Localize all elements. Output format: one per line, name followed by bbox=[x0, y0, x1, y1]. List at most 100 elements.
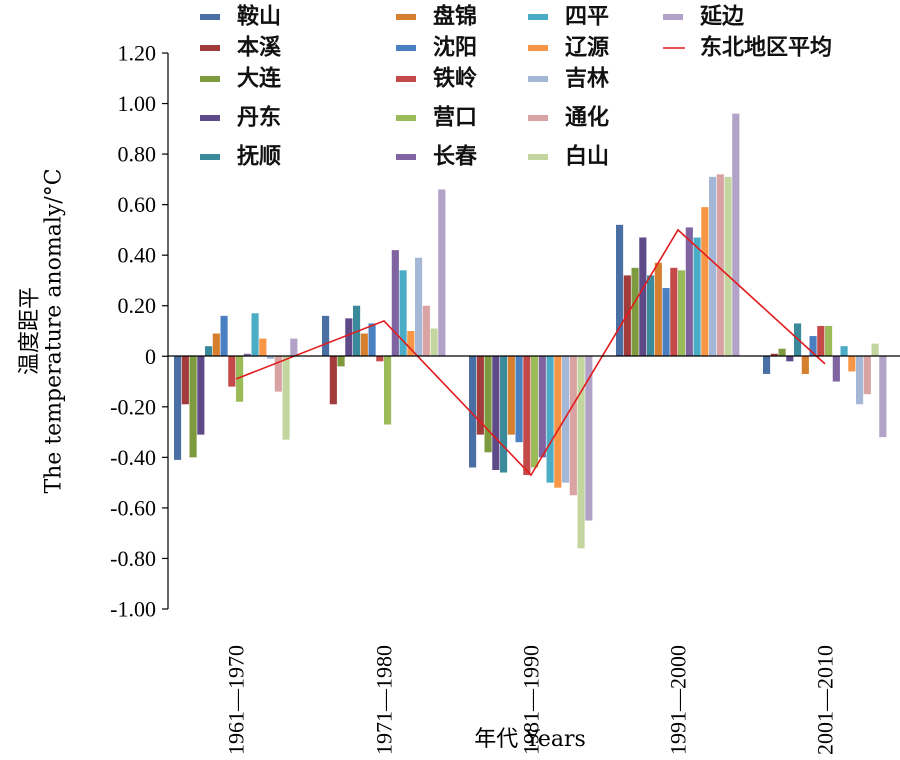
bar bbox=[863, 356, 871, 395]
bar bbox=[205, 346, 213, 357]
plot-area: 1.20 1.00 0.80 0.60 0.40 0.20 0 -0.20 -0.40 -0.60… bbox=[110, 41, 900, 755]
bar bbox=[724, 176, 732, 357]
bar bbox=[879, 356, 887, 438]
y-tick-label: -0.60 bbox=[110, 495, 156, 520]
legend-swatch bbox=[528, 76, 548, 82]
bar bbox=[546, 356, 554, 483]
legend-label: 白山 bbox=[565, 144, 609, 170]
legend-label: 铁岭 bbox=[433, 66, 477, 92]
bar bbox=[732, 113, 740, 357]
bar bbox=[562, 356, 570, 483]
legend-label: 抚顺 bbox=[237, 145, 281, 170]
bar bbox=[384, 356, 392, 425]
legend-label: 延边 bbox=[699, 5, 745, 30]
legend-item: 盘锦 bbox=[396, 4, 477, 30]
bar bbox=[500, 356, 508, 473]
bar bbox=[399, 270, 407, 357]
bar bbox=[282, 356, 290, 440]
bar bbox=[693, 237, 701, 357]
bar bbox=[585, 356, 593, 521]
legend-label: 沈阳 bbox=[433, 36, 477, 61]
legend-label: 大连 bbox=[237, 66, 282, 92]
y-tick-label: -0.80 bbox=[110, 546, 156, 571]
bar bbox=[647, 275, 655, 357]
y-tick-label: 1.00 bbox=[118, 91, 157, 116]
bar bbox=[871, 343, 879, 357]
bar bbox=[243, 353, 251, 357]
legend-item: 丹东 bbox=[200, 105, 281, 131]
bar bbox=[809, 336, 817, 357]
bar bbox=[569, 356, 577, 496]
bar bbox=[189, 356, 197, 458]
bars bbox=[174, 113, 887, 549]
bar bbox=[639, 237, 647, 357]
bar bbox=[786, 356, 794, 362]
legend-item: 铁岭 bbox=[396, 66, 477, 92]
bar bbox=[407, 331, 415, 357]
x-category-label: 1981—1990 bbox=[519, 645, 544, 755]
bar bbox=[770, 353, 778, 357]
x-category-label: 1971—1980 bbox=[372, 645, 397, 755]
legend-swatch bbox=[396, 76, 416, 82]
bar bbox=[236, 356, 244, 402]
y-tick-label: 0.60 bbox=[118, 192, 157, 217]
bar bbox=[763, 356, 771, 374]
legend-swatch bbox=[200, 45, 220, 51]
bar bbox=[345, 318, 353, 357]
x-category-labels: 1961—1970 1971—1980 1981—1990 1991—2000 2001… bbox=[224, 645, 838, 755]
legend-swatch bbox=[200, 115, 220, 121]
legend-item: 长春 bbox=[396, 145, 477, 170]
legend-label: 通化 bbox=[565, 105, 609, 131]
legend-item: 白山 bbox=[528, 144, 609, 170]
bar bbox=[322, 315, 330, 357]
x-axis-title: 年代 Years bbox=[474, 727, 586, 752]
bar bbox=[259, 338, 267, 357]
legend-item: 本溪 bbox=[200, 36, 282, 61]
bar bbox=[856, 356, 864, 405]
bar bbox=[716, 174, 724, 357]
x-category-label: 1961—1970 bbox=[224, 645, 249, 755]
legend-swatch bbox=[528, 14, 548, 20]
y-axis-title-cn: 温度距平 bbox=[18, 287, 43, 375]
bar bbox=[840, 346, 848, 357]
legend-item: 吉林 bbox=[528, 66, 609, 92]
y-tick-label: 0.80 bbox=[118, 142, 157, 167]
bar bbox=[507, 356, 515, 435]
bar bbox=[701, 207, 709, 357]
bar bbox=[212, 333, 220, 357]
legend-item: 抚顺 bbox=[200, 145, 281, 170]
y-tick-label: 0.20 bbox=[118, 293, 157, 318]
bar bbox=[197, 356, 205, 435]
bar bbox=[274, 356, 282, 392]
legend-swatch bbox=[200, 14, 220, 20]
legend-swatch bbox=[663, 14, 683, 20]
bar bbox=[531, 356, 539, 468]
bar bbox=[430, 328, 438, 357]
legend-item: 大连 bbox=[200, 66, 282, 92]
bar bbox=[709, 176, 717, 357]
bar bbox=[678, 270, 686, 357]
y-tick-label: 1.20 bbox=[118, 41, 157, 66]
bar bbox=[422, 305, 430, 357]
y-tick-label: -0.40 bbox=[110, 445, 156, 470]
bar bbox=[476, 356, 484, 435]
bar bbox=[368, 323, 376, 357]
bar bbox=[616, 224, 624, 357]
bar bbox=[376, 356, 384, 362]
bar bbox=[469, 356, 477, 468]
bar bbox=[848, 356, 856, 372]
bar bbox=[290, 338, 298, 357]
bar bbox=[832, 356, 840, 382]
average-line-group bbox=[235, 228, 826, 477]
legend-label: 丹东 bbox=[237, 105, 281, 131]
y-ticks: 1.20 1.00 0.80 0.60 0.40 0.20 0 -0.20 -0.40 -0.60… bbox=[110, 41, 168, 622]
bar bbox=[251, 313, 259, 357]
legend-swatch bbox=[396, 14, 416, 20]
legend-item: 通化 bbox=[528, 105, 609, 131]
legend-item: 鞍山 bbox=[200, 4, 281, 30]
legend-label: 鞍山 bbox=[237, 4, 281, 30]
bar bbox=[415, 257, 423, 357]
legend-swatch bbox=[396, 45, 416, 51]
legend-swatch bbox=[396, 154, 416, 160]
bar bbox=[484, 356, 492, 453]
